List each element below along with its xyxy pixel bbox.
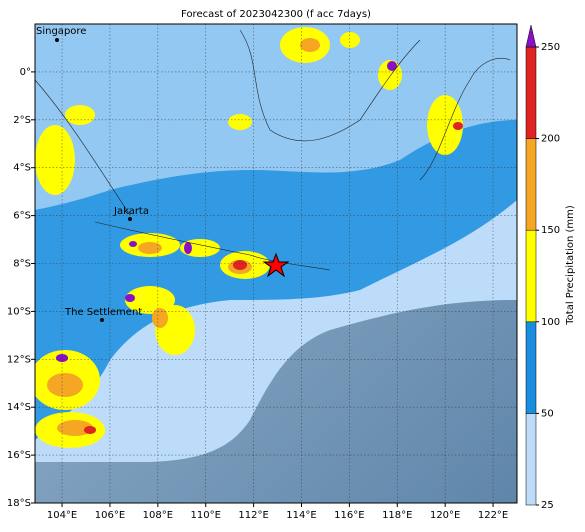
lat-tick-label: 8°S <box>13 259 31 270</box>
lat-tick-label: 4°S <box>13 163 31 174</box>
colorbar-tick-label: 150 <box>541 225 560 236</box>
colorbar-segment <box>525 138 537 231</box>
coastline <box>419 57 511 181</box>
lat-tick-label: 2°S <box>13 115 31 126</box>
colorbar-segment <box>525 321 537 414</box>
place-label: Singapore <box>36 26 86 37</box>
colorbar-tick-label: 250 <box>541 42 560 53</box>
precip-extreme <box>56 61 397 362</box>
colorbar-tick-label: 50 <box>541 408 554 419</box>
lat-tick-label: 0° <box>20 67 31 78</box>
lon-tick-label: 108°E <box>143 510 173 521</box>
lat-tick-label: 12°S <box>7 354 31 365</box>
colorbar-segment <box>525 413 537 506</box>
colorbar-extend <box>525 24 537 48</box>
lon-tick-label: 118°E <box>382 510 412 521</box>
place-label: Jakarta <box>113 206 149 217</box>
precip-higher <box>47 38 320 436</box>
coastline <box>35 79 131 216</box>
location-star <box>262 252 290 278</box>
colorbar-segment <box>525 229 537 323</box>
city-dot <box>128 217 132 221</box>
lon-tick-label: 112°E <box>238 510 268 521</box>
lon-tick-label: 106°E <box>95 510 125 521</box>
map-title: Forecast of 2023042300 (f acc 7days) <box>181 9 371 20</box>
coastline <box>94 221 331 271</box>
lon-tick-label: 114°E <box>286 510 316 521</box>
colorbar-tick-label: 200 <box>541 134 560 145</box>
colorbar-tick-label: 100 <box>541 317 560 328</box>
lon-tick-label: 120°E <box>430 510 460 521</box>
lat-tick-label: 10°S <box>7 306 31 317</box>
lon-tick-label: 104°E <box>47 510 77 521</box>
map-area: Singapore Jakarta The Settlement <box>35 24 517 503</box>
lat-tick-label: 6°S <box>13 211 31 222</box>
precip-very-high <box>84 122 463 434</box>
coastline <box>239 29 421 142</box>
colorbar-segment <box>525 46 537 139</box>
place-label: The Settlement <box>64 307 142 318</box>
lon-tick-label: 122°E <box>478 510 508 521</box>
lon-tick-label: 110°E <box>191 510 221 521</box>
lat-tick-label: 16°S <box>7 450 31 461</box>
city-dot <box>55 38 59 42</box>
lat-tick-label: 14°S <box>7 402 31 413</box>
colorbar-label: Total Precipitation (mm) <box>565 205 576 326</box>
city-dot <box>100 318 104 322</box>
colorbar: 25 50 100 150 200 250 <box>525 24 560 511</box>
lat-tick-label: 18°S <box>7 498 31 509</box>
lon-tick-label: 116°E <box>334 510 364 521</box>
colorbar-tick-label: 25 <box>541 500 554 511</box>
